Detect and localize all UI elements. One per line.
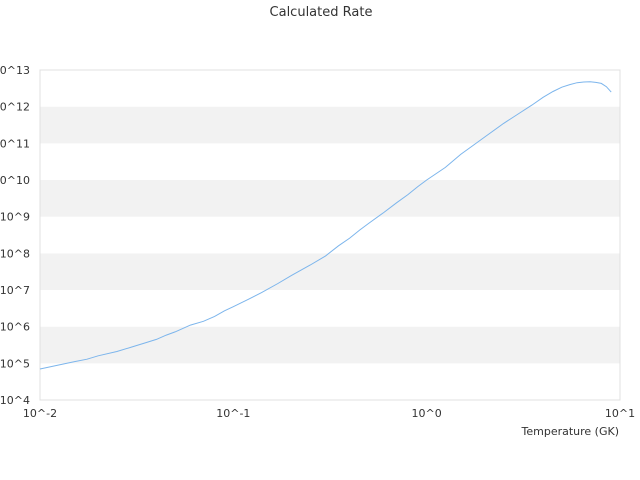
y-tick-label: 10^4 [0, 394, 30, 407]
plot-area [39, 69, 621, 401]
x-tick-label: 10^0 [412, 407, 442, 420]
y-tick-label: 10^9 [0, 211, 30, 224]
grid-band [40, 363, 620, 400]
chart-title: Calculated Rate [270, 5, 373, 20]
x-axis: 10^-2 10^-1 10^0 10^1 [23, 407, 635, 420]
grid-bands [40, 70, 620, 400]
x-axis-label: Temperature (GK) [521, 425, 620, 438]
y-tick-label: 10^8 [0, 247, 30, 260]
grid-band [40, 143, 620, 180]
grid-band [40, 290, 620, 327]
y-tick-label: 10^6 [0, 321, 30, 334]
series-line [39, 81, 612, 370]
grid-band [40, 216, 620, 254]
y-tick-label: 10^12 [0, 101, 30, 114]
x-tick-label: 10^1 [605, 407, 635, 420]
grid-band [40, 326, 620, 364]
grid-band [40, 70, 620, 107]
y-tick-label: 10^7 [0, 284, 30, 297]
grid-band [40, 180, 620, 217]
x-tick-label: 10^-2 [23, 407, 57, 420]
y-tick-label: 10^5 [0, 357, 30, 370]
plot-border [39, 69, 621, 401]
y-tick-label: 10^10 [0, 174, 30, 187]
y-tick-label: 10^13 [0, 64, 30, 77]
y-axis: 10^4 10^5 10^6 10^7 10^8 10^9 10^10 10^11 10^12 1… [0, 64, 30, 407]
grid-band [40, 106, 620, 144]
y-tick-label: 10^11 [0, 137, 30, 150]
grid-band [40, 253, 620, 290]
x-tick-label: 10^-1 [216, 407, 250, 420]
series-group [39, 81, 612, 370]
